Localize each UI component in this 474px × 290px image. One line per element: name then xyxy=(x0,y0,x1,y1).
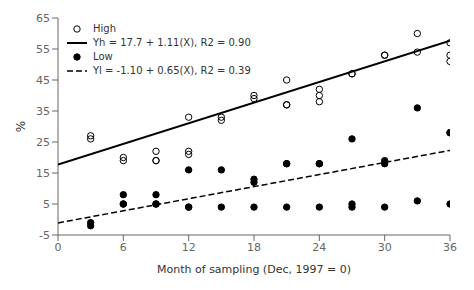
svg-text:55: 55 xyxy=(36,43,50,56)
svg-text:30: 30 xyxy=(378,241,392,254)
svg-text:%: % xyxy=(14,121,28,132)
html-text:Low: Low xyxy=(93,51,113,62)
svg-text:0: 0 xyxy=(55,241,62,254)
svg-text:12: 12 xyxy=(182,241,196,254)
svg-text:15: 15 xyxy=(36,167,50,180)
svg-text:24: 24 xyxy=(312,241,326,254)
svg-text:25: 25 xyxy=(36,136,50,149)
svg-text:-5: -5 xyxy=(39,229,50,242)
svg-text:18: 18 xyxy=(247,241,261,254)
html-text:High: High xyxy=(93,23,116,34)
svg-text:Month of sampling (Dec, 1997 =: Month of sampling (Dec, 1997 = 0) xyxy=(157,263,351,276)
svg-text:45: 45 xyxy=(36,74,50,87)
svg-text:6: 6 xyxy=(120,241,127,254)
svg-text:5: 5 xyxy=(43,198,50,211)
html-text:Yl = -1.10 + 0.65(X), R2 = 0.3: Yl = -1.10 + 0.65(X), R2 = 0.39 xyxy=(93,65,251,76)
svg-text:35: 35 xyxy=(36,105,50,118)
svg-text:65: 65 xyxy=(36,12,50,25)
html-text:Yh = 17.7 + 1.11(X), R2 = 0.90: Yh = 17.7 + 1.11(X), R2 = 0.90 xyxy=(93,37,251,48)
svg-text:36: 36 xyxy=(443,241,457,254)
